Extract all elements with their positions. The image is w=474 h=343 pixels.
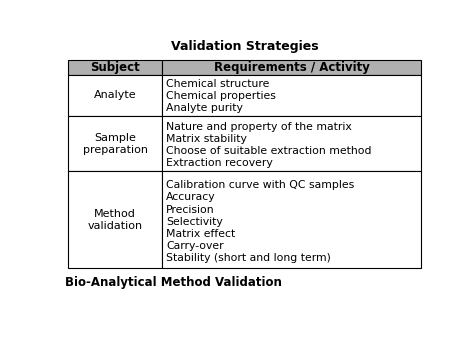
Text: Selectivity: Selectivity: [166, 217, 223, 227]
Bar: [162, 60, 421, 75]
Text: Stability (short and long term): Stability (short and long term): [166, 253, 331, 263]
Bar: [68, 172, 162, 268]
Text: Calibration curve with QC samples: Calibration curve with QC samples: [166, 180, 355, 190]
Text: Analyte: Analyte: [94, 91, 137, 100]
Bar: [162, 75, 421, 116]
Text: Sample
preparation: Sample preparation: [82, 133, 148, 155]
Bar: [68, 116, 162, 172]
Bar: [68, 60, 162, 75]
Text: Method
validation: Method validation: [88, 209, 143, 231]
Text: Accuracy: Accuracy: [166, 192, 216, 202]
Text: Matrix stability: Matrix stability: [166, 134, 247, 144]
Text: Choose of suitable extraction method: Choose of suitable extraction method: [166, 146, 372, 156]
Text: Matrix effect: Matrix effect: [166, 229, 236, 239]
Text: Carry-over: Carry-over: [166, 241, 224, 251]
Bar: [68, 75, 162, 116]
Text: Analyte purity: Analyte purity: [166, 104, 243, 114]
Text: Requirements / Activity: Requirements / Activity: [214, 61, 369, 74]
Text: Chemical properties: Chemical properties: [166, 91, 276, 101]
Text: Extraction recovery: Extraction recovery: [166, 158, 273, 168]
Bar: [162, 116, 421, 172]
Text: Subject: Subject: [90, 61, 140, 74]
Text: Bio-Analytical Method Validation: Bio-Analytical Method Validation: [65, 276, 282, 289]
Text: Precision: Precision: [166, 205, 215, 215]
Text: Chemical structure: Chemical structure: [166, 79, 270, 89]
Bar: [162, 172, 421, 268]
Text: Nature and property of the matrix: Nature and property of the matrix: [166, 122, 352, 132]
Text: Validation Strategies: Validation Strategies: [171, 40, 319, 53]
